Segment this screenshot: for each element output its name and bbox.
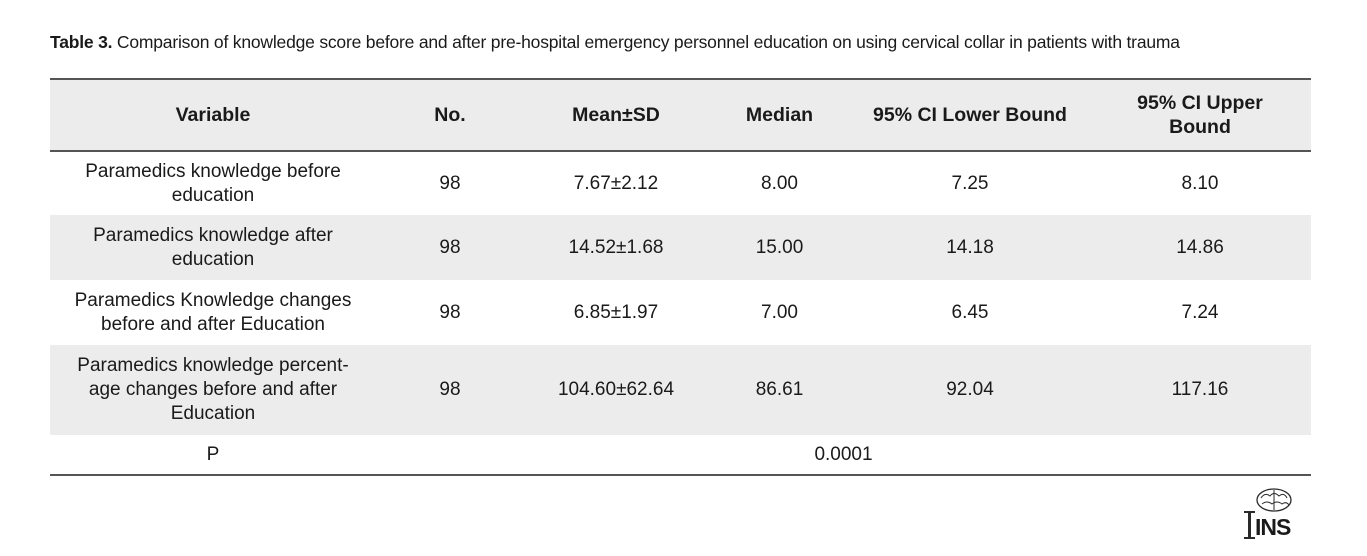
journal-logo: INS <box>1238 486 1314 544</box>
cell-mean-sd: 104.60±62.64 <box>557 379 675 400</box>
cell-mean-sd: 14.52±1.68 <box>568 236 664 258</box>
header-variable: Variable <box>175 104 251 126</box>
cell-ci-lower: 14.18 <box>946 236 994 258</box>
table-row: Paramedics knowledge before education 98 … <box>50 151 1311 215</box>
cell-ci-upper: 117.16 <box>1171 379 1229 400</box>
cell-variable: Paramedics knowledge after education <box>50 215 376 280</box>
cell-median: 7.00 <box>761 301 798 323</box>
brain-icon <box>1244 488 1292 539</box>
knowledge-score-table: Variable No. Mean±SD Median 95% CI Lower… <box>50 78 1311 476</box>
variable-line: Education <box>170 403 256 424</box>
variable-line: Paramedics knowledge before <box>85 160 341 182</box>
header-ci-upper-line2: Bound <box>1169 116 1231 138</box>
cell-ci-lower: 92.04 <box>946 379 994 400</box>
cell-mean-sd: 6.85±1.97 <box>573 301 659 323</box>
table-caption-text: Comparison of knowledge score before and… <box>112 32 1180 52</box>
header-no: No. <box>434 104 466 126</box>
cell-variable: Paramedics knowledge percent-age changes… <box>50 345 376 435</box>
variable-line: Paramedics Knowledge changes <box>74 289 352 311</box>
cell-no: 98 <box>439 379 461 400</box>
p-value: 0.0001 <box>814 443 873 465</box>
cell-median: 8.00 <box>761 172 798 194</box>
header-ci-upper: 95% CI Upper Bound <box>1089 79 1311 151</box>
cell-ci-lower: 7.25 <box>951 172 989 194</box>
cell-ci-upper: 7.24 <box>1181 301 1219 323</box>
cell-median: 86.61 <box>755 379 804 400</box>
cell-no: 98 <box>439 172 461 194</box>
cell-no: 98 <box>439 301 461 323</box>
p-label: P <box>206 443 220 465</box>
cell-ci-lower: 6.45 <box>951 301 989 323</box>
variable-line: education <box>171 248 255 270</box>
header-ci-upper-line1: 95% CI Upper <box>1137 92 1263 114</box>
header-mean-sd: Mean±SD <box>572 104 660 126</box>
table-caption-label: Table 3. <box>50 32 113 52</box>
table-row: Paramedics knowledge percent-age changes… <box>50 345 1311 435</box>
header-ci-lower: 95% CI Lower Bound <box>873 104 1067 126</box>
variable-line: education <box>171 184 255 206</box>
cell-variable: Paramedics knowledge before education <box>50 151 376 215</box>
cell-ci-upper: 8.10 <box>1181 172 1219 194</box>
logo-text: INS <box>1255 514 1291 540</box>
variable-line: Paramedics knowledge after <box>93 224 333 246</box>
cell-mean-sd: 7.67±2.12 <box>573 172 659 194</box>
cell-variable: Paramedics Knowledge changes before and a… <box>50 280 376 345</box>
cell-no: 98 <box>439 236 461 258</box>
variable-line: Paramedics knowledge percent- <box>77 355 349 376</box>
cell-median: 15.00 <box>755 236 804 258</box>
table-row: Paramedics Knowledge changes before and a… <box>50 280 1311 345</box>
table-header-row: Variable No. Mean±SD Median 95% CI Lower… <box>50 79 1311 151</box>
header-median: Median <box>745 104 814 126</box>
table-row: Paramedics knowledge after education 98 1… <box>50 215 1311 280</box>
cell-ci-upper: 14.86 <box>1176 236 1224 258</box>
variable-line: before and after Education <box>101 313 325 335</box>
table-caption: Table 3. Comparison of knowledge score b… <box>50 32 1180 53</box>
variable-line: age changes before and after <box>88 379 338 400</box>
p-value-row: P 0.0001 <box>50 435 1311 475</box>
